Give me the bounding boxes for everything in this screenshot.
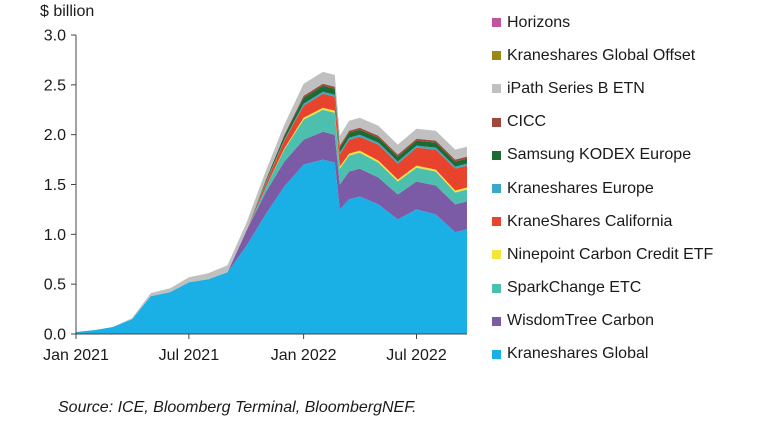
legend-label: Samsung KODEX Europe [507, 146, 692, 164]
y-tick-label-0: 0.0 [44, 327, 66, 344]
y-tick-label-5: 2.5 [44, 77, 66, 94]
legend-swatch [492, 117, 501, 127]
source-note: Source: ICE, Bloomberg Terminal, Bloombe… [58, 399, 417, 416]
legend-swatch [492, 217, 501, 227]
legend-swatch [492, 184, 501, 194]
legend-item: Ninepoint Carbon Credit ETF [492, 238, 762, 271]
legend-label: KraneShares California [507, 212, 673, 230]
area-series-4 [76, 93, 467, 332]
legend-item: Samsung KODEX Europe [492, 139, 762, 172]
legend-label: Kraneshares Global [507, 345, 649, 363]
x-tick-label-1: Jul 2021 [159, 347, 220, 364]
legend-item: Kraneshares Global Offset [492, 39, 762, 72]
y-tick-label-4: 2.0 [44, 127, 66, 144]
legend-swatch [492, 349, 501, 359]
y-tick-label-6: 3.0 [44, 28, 66, 45]
legend-item: Horizons [492, 6, 762, 39]
legend-label: Horizons [507, 13, 571, 31]
legend-swatch [492, 250, 501, 260]
legend-label: Kraneshares Europe [507, 179, 654, 197]
area-series-2 [76, 109, 467, 332]
legend-label: WisdomTree Carbon [507, 312, 655, 330]
legend-swatch [492, 283, 501, 293]
legend-item: CICC [492, 106, 762, 139]
legend-label: iPath Series B ETN [507, 79, 645, 97]
legend-item: Kraneshares Europe [492, 172, 762, 205]
legend-item: KraneShares California [492, 205, 762, 238]
area-series-1 [76, 131, 467, 332]
legend-swatch [492, 150, 501, 160]
legend-swatch [492, 316, 501, 326]
legend-label: Ninepoint Carbon Credit ETF [507, 245, 714, 263]
legend-label: CICC [507, 113, 547, 131]
x-tick-label-3: Jul 2022 [386, 347, 447, 364]
chart-legend: Horizons Kraneshares Global Offset iPath S… [492, 6, 762, 371]
legend-item: SparkChange ETC [492, 272, 762, 305]
legend-item: Kraneshares Global [492, 338, 762, 371]
legend-swatch [492, 84, 501, 94]
legend-item: WisdomTree Carbon [492, 305, 762, 338]
chart-axes: 0.0 0.5 1.0 1.5 2.0 2.5 3.0 Jan 2021 Jul 2021 Jan… [43, 28, 467, 364]
legend-label: SparkChange ETC [507, 279, 642, 297]
y-tick-label-2: 1.0 [44, 227, 66, 244]
legend-swatch [492, 18, 501, 28]
x-tick-label-0: Jan 2021 [43, 347, 109, 364]
area-series-0 [76, 159, 467, 334]
legend-label: Kraneshares Global Offset [507, 46, 696, 64]
legend-item: iPath Series B ETN [492, 72, 762, 105]
x-tick-label-2: Jan 2022 [271, 347, 337, 364]
y-tick-label-1: 0.5 [44, 277, 66, 294]
legend-swatch [492, 51, 501, 61]
y-axis-unit-label: $ billion [40, 3, 95, 20]
area-series-group [76, 71, 467, 334]
y-tick-label-3: 1.5 [44, 177, 66, 194]
